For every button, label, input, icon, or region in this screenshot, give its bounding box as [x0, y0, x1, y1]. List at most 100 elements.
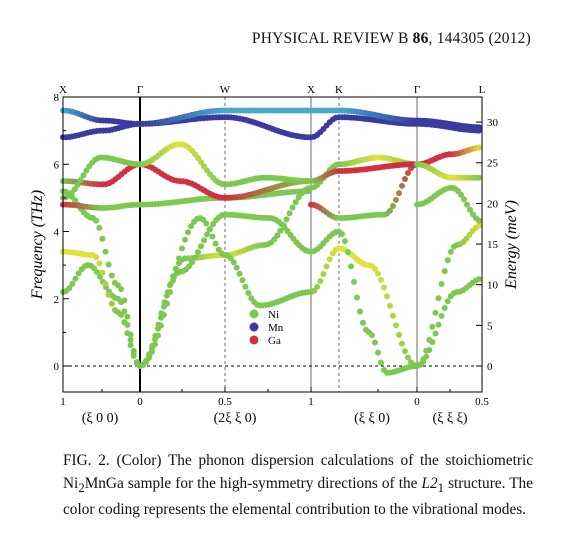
- xg-acoustic-2-point: [130, 352, 137, 359]
- gw-optic-3-point: [201, 163, 207, 170]
- high-symmetry-label: X: [59, 84, 67, 96]
- xg-acoustic-2-point: [121, 319, 128, 326]
- journal-header: PHYSICAL REVIEW B 86, 144305 (2012): [252, 30, 531, 48]
- caption-text-3: structure. The color coding represents t…: [63, 474, 533, 519]
- gw-acoustic-3-point: [155, 321, 162, 328]
- gw-acoustic-3-point: [149, 342, 156, 349]
- gl-acoustic-1-point: [475, 276, 482, 283]
- gw-acoustic-1-point: [286, 210, 293, 217]
- gw-acoustic-3-point: [164, 289, 171, 296]
- gl-acoustic-2-point: [423, 347, 430, 354]
- xg-acoustic-2-point: [118, 311, 125, 318]
- xg-acoustic-3-point: [96, 224, 103, 231]
- direction-label: (2ξ ξ 0): [214, 411, 257, 426]
- figure-caption: FIG. 2. (Color) The phonon dispersion ca…: [63, 450, 533, 522]
- gw-acoustic-2-point: [188, 223, 194, 230]
- xg-acoustic-1-point: [69, 280, 76, 287]
- y2-tick-label: 5: [487, 320, 493, 332]
- xg-acoustic-3-point: [127, 331, 134, 338]
- kg-acoustic-2-point: [342, 238, 348, 245]
- legend-marker-ni: [249, 309, 259, 319]
- gw-acoustic-1-point: [292, 199, 299, 206]
- high-symmetry-label: L: [479, 84, 486, 96]
- gl-acoustic-2-point: [420, 356, 427, 363]
- kg-acoustic-2-point: [354, 294, 360, 301]
- xg-acoustic-1-point: [75, 270, 82, 277]
- gl-optic-3-point: [476, 174, 482, 181]
- gw-acoustic-3-point: [195, 249, 201, 256]
- gw-acoustic-2-point: [176, 255, 182, 262]
- gw-acoustic-2-point: [239, 277, 246, 284]
- gl-acoustic-2-point: [444, 257, 451, 264]
- gl-acoustic-2-point: [438, 281, 445, 287]
- gl-acoustic-1-point: [432, 330, 439, 337]
- gl-acoustic-2-point: [432, 309, 439, 316]
- gw-acoustic-3-point: [161, 299, 168, 306]
- gw-acoustic-3-point: [146, 351, 153, 358]
- direction-label: (ξ 0 0): [82, 411, 119, 426]
- kg-optic-1-point: [396, 190, 402, 197]
- xg-optic-3-point: [71, 186, 78, 193]
- gl-acoustic-1-point: [438, 312, 445, 319]
- y2-axis-title: Energy (meV): [503, 200, 520, 290]
- gw-acoustic-2-point: [242, 283, 249, 290]
- xg-optic-3-point: [77, 177, 84, 184]
- kg-acoustic-2-point: [357, 308, 363, 315]
- xg-acoustic-3-point: [130, 347, 137, 354]
- direction-label: (ξ ξ 0): [354, 411, 390, 426]
- y2-tick-label: 20: [487, 198, 499, 210]
- y2-tick-label: 10: [487, 280, 499, 292]
- kg-acoustic-2-point: [372, 339, 378, 346]
- xg-optic-3-point: [83, 167, 90, 174]
- legend-label-mn: Mn: [268, 322, 284, 334]
- gw-acoustic-2-point: [230, 259, 237, 266]
- kg-acoustic-1-point: [399, 340, 405, 347]
- kg-acoustic-2-point: [348, 263, 354, 270]
- kg-optic-1-point: [393, 196, 399, 203]
- x-tick-label: 0: [137, 396, 143, 408]
- xg-optic-3-point: [74, 181, 81, 188]
- legend-marker-ga: [249, 335, 259, 345]
- gw-acoustic-2-point: [179, 245, 185, 252]
- x-tick-label: 1: [60, 396, 66, 408]
- kg-acoustic-1-point: [378, 276, 384, 283]
- gl-optic-1-point: [458, 191, 464, 198]
- kg-acoustic-2-point: [351, 278, 357, 285]
- gl-acoustic-1-point: [444, 298, 451, 305]
- gw-acoustic-2-point: [233, 264, 240, 271]
- high-symmetry-label: Γ: [414, 84, 420, 96]
- gw-acoustic-2-point: [212, 240, 219, 247]
- kg-acoustic-1-point: [317, 278, 324, 285]
- gw-optic-3-point: [198, 159, 204, 166]
- xg-acoustic-3-point: [105, 261, 112, 268]
- gl-acoustic-2-point: [435, 295, 442, 302]
- dispersion-curves: [60, 107, 482, 376]
- y2-tick-label: 0: [487, 361, 493, 373]
- kg-optic-1-point: [390, 203, 396, 209]
- kg-acoustic-1-point: [323, 263, 330, 270]
- xg-acoustic-1-point: [66, 285, 73, 292]
- kg-acoustic-2-point: [369, 332, 375, 339]
- caption-text-2: MnGa sample for the high-symmetry direct…: [84, 474, 422, 492]
- kg-acoustic-1-point: [390, 312, 396, 319]
- xg-acoustic-3-point: [124, 313, 131, 320]
- gw-optic-3-point: [195, 155, 201, 161]
- xg-acoustic-1-point: [127, 336, 134, 343]
- high-symmetry-label: K: [335, 84, 343, 96]
- legend-marker-mn: [249, 322, 259, 332]
- xg-acoustic-3-point: [93, 217, 100, 224]
- y-tick-label: 4: [54, 227, 60, 239]
- xg-acoustic-2-point: [99, 269, 106, 276]
- kg-acoustic-1-point: [375, 270, 381, 277]
- caption-label: FIG. 2.: [63, 452, 110, 469]
- caption-structure-sub: 1: [437, 480, 444, 495]
- journal-volume: 86: [412, 30, 429, 47]
- gl-acoustic-2-point: [441, 268, 448, 275]
- kg-acoustic-1-point: [384, 293, 390, 300]
- high-symmetry-label: X: [307, 84, 315, 96]
- gw-acoustic-2-point: [185, 229, 191, 236]
- kg-optic-1-point: [399, 182, 405, 189]
- gw-acoustic-3-point: [198, 243, 204, 250]
- x-tick-label: 0: [414, 396, 420, 408]
- kg-acoustic-2-point: [339, 231, 345, 237]
